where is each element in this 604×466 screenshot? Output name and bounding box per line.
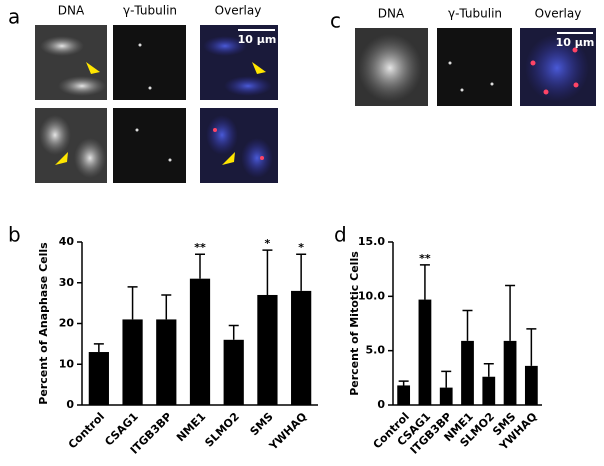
- bar: [461, 340, 474, 405]
- y-tick-label: 5.0: [366, 344, 386, 357]
- column-header: γ-Tubulin: [123, 4, 177, 18]
- y-axis-label: Percent of Mitotic Cells: [348, 251, 361, 396]
- significance-label: *: [265, 237, 271, 250]
- panel-label: c: [330, 9, 341, 33]
- column-header: Overlay: [215, 4, 262, 18]
- error-bar: [483, 362, 494, 377]
- column-header: Overlay: [535, 7, 582, 21]
- bar: [291, 290, 312, 405]
- bar: [88, 352, 109, 405]
- y-tick-label: 10: [59, 357, 75, 370]
- error-bar: [93, 343, 104, 353]
- bar: [223, 339, 244, 405]
- panel-label: d: [334, 223, 347, 247]
- bar: [397, 385, 411, 405]
- error-bar: [296, 253, 307, 291]
- y-tick-label: 40: [59, 235, 75, 248]
- y-tick-label: 20: [59, 317, 75, 330]
- error-bar: [398, 380, 409, 386]
- y-tick-label: 10.0: [358, 289, 385, 302]
- significance-label: **: [419, 252, 431, 265]
- y-tick-label: 0: [66, 398, 74, 411]
- y-tick-label: 15.0: [358, 235, 385, 248]
- panel-label: a: [8, 5, 20, 29]
- column-header: DNA: [378, 7, 405, 21]
- micrograph-grid: [35, 25, 278, 183]
- x-tick-label: Control: [66, 410, 107, 451]
- error-bar: [505, 284, 516, 341]
- error-bar: [462, 309, 473, 341]
- error-bar: [195, 253, 205, 279]
- bar: [156, 319, 177, 405]
- bar: [122, 319, 143, 405]
- bar: [503, 340, 517, 405]
- column-header: γ-Tubulin: [448, 7, 502, 21]
- micrograph-row: [355, 28, 596, 106]
- error-bar: [228, 324, 239, 340]
- error-bar: [127, 286, 138, 320]
- error-bar: [419, 264, 430, 300]
- panel-label: b: [8, 223, 21, 247]
- error-bar: [262, 249, 273, 295]
- y-tick-label: 0: [377, 398, 385, 411]
- scale-bar-label: 10 µm: [556, 36, 595, 49]
- significance-label: **: [194, 241, 206, 254]
- x-tick-label: SMS: [248, 410, 276, 438]
- error-bar: [161, 294, 172, 320]
- bar: [418, 299, 432, 405]
- bar: [524, 365, 538, 405]
- bar: [482, 376, 496, 405]
- y-tick-label: 30: [59, 276, 75, 289]
- bar: [439, 387, 453, 405]
- bar: [189, 278, 211, 405]
- error-bar: [441, 370, 452, 388]
- column-header: DNA: [58, 4, 85, 18]
- x-tick-label: SLMO2: [202, 410, 242, 450]
- significance-label: *: [298, 241, 304, 254]
- y-axis-label: Percent of Anaphase Cells: [37, 242, 50, 405]
- scale-bar-label: 10 µm: [238, 33, 277, 46]
- bar: [257, 294, 278, 405]
- error-bar: [526, 328, 537, 366]
